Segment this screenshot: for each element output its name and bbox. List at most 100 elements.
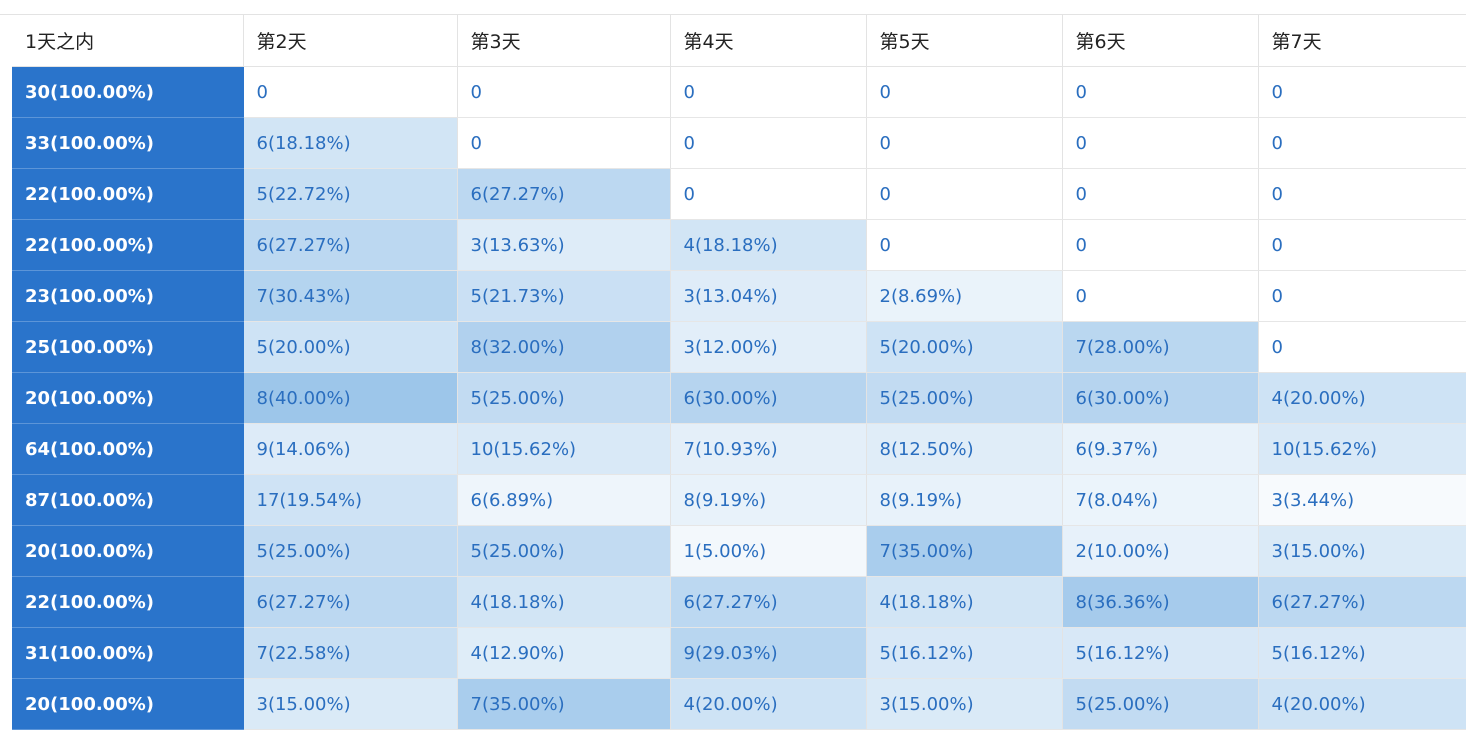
- retention-cell[interactable]: 0: [1258, 270, 1466, 322]
- cohort-total-cell[interactable]: 31(100.00%): [12, 627, 244, 679]
- retention-cell[interactable]: 0: [866, 168, 1063, 220]
- cohort-total-cell[interactable]: 30(100.00%): [12, 66, 244, 118]
- retention-cell[interactable]: 3(13.63%): [457, 219, 671, 271]
- retention-cell[interactable]: 0: [1258, 321, 1466, 373]
- column-header-day4[interactable]: 第4天: [670, 15, 867, 67]
- column-header-day7[interactable]: 第7天: [1258, 15, 1466, 67]
- retention-cell[interactable]: 17(19.54%): [243, 474, 458, 526]
- retention-cell[interactable]: 5(16.12%): [1062, 627, 1259, 679]
- retention-cell[interactable]: 3(13.04%): [670, 270, 867, 322]
- retention-cell[interactable]: 3(15.00%): [243, 678, 458, 730]
- retention-cell[interactable]: 5(25.00%): [457, 525, 671, 577]
- retention-cell[interactable]: 7(35.00%): [457, 678, 671, 730]
- retention-cell[interactable]: 2(10.00%): [1062, 525, 1259, 577]
- retention-cell[interactable]: 6(27.27%): [1258, 576, 1466, 628]
- retention-cell[interactable]: 0: [670, 117, 867, 169]
- retention-cell[interactable]: 6(27.27%): [243, 219, 458, 271]
- retention-cell[interactable]: 5(25.00%): [243, 525, 458, 577]
- retention-cell[interactable]: 0: [866, 66, 1063, 118]
- cohort-total-cell[interactable]: 20(100.00%): [12, 372, 244, 424]
- retention-cell[interactable]: 8(40.00%): [243, 372, 458, 424]
- retention-cell[interactable]: 4(18.18%): [866, 576, 1063, 628]
- retention-cell[interactable]: 0: [457, 66, 671, 118]
- retention-cell[interactable]: 0: [1258, 219, 1466, 271]
- table-row: 87(100.00%) 17(19.54%) 6(6.89%) 8(9.19%) 8(9…: [12, 474, 1466, 526]
- retention-cell[interactable]: 6(27.27%): [457, 168, 671, 220]
- retention-cell[interactable]: 8(32.00%): [457, 321, 671, 373]
- retention-cell[interactable]: 1(5.00%): [670, 525, 867, 577]
- retention-cell[interactable]: 5(16.12%): [866, 627, 1063, 679]
- cohort-total-cell[interactable]: 25(100.00%): [12, 321, 244, 373]
- retention-cell[interactable]: 6(27.27%): [670, 576, 867, 628]
- retention-cell[interactable]: 0: [1258, 117, 1466, 169]
- retention-cell[interactable]: 0: [866, 117, 1063, 169]
- retention-cell[interactable]: 0: [457, 117, 671, 169]
- retention-cell[interactable]: 8(36.36%): [1062, 576, 1259, 628]
- retention-cell[interactable]: 0: [1258, 66, 1466, 118]
- retention-cell[interactable]: 0: [1062, 270, 1259, 322]
- retention-cell[interactable]: 3(12.00%): [670, 321, 867, 373]
- retention-cell[interactable]: 2(8.69%): [866, 270, 1063, 322]
- column-header-day6[interactable]: 第6天: [1062, 15, 1259, 67]
- retention-cell[interactable]: 8(9.19%): [670, 474, 867, 526]
- column-header-day3[interactable]: 第3天: [457, 15, 671, 67]
- retention-cell[interactable]: 5(21.73%): [457, 270, 671, 322]
- retention-cell[interactable]: 6(30.00%): [1062, 372, 1259, 424]
- retention-cell[interactable]: 3(3.44%): [1258, 474, 1466, 526]
- cohort-total-cell[interactable]: 22(100.00%): [12, 219, 244, 271]
- retention-cell[interactable]: 0: [1062, 117, 1259, 169]
- retention-cell[interactable]: 9(29.03%): [670, 627, 867, 679]
- retention-cell[interactable]: 4(18.18%): [670, 219, 867, 271]
- retention-cell[interactable]: 4(12.90%): [457, 627, 671, 679]
- retention-cell[interactable]: 0: [1062, 219, 1259, 271]
- retention-cell[interactable]: 4(20.00%): [1258, 678, 1466, 730]
- retention-cell[interactable]: 10(15.62%): [457, 423, 671, 475]
- retention-cell[interactable]: 8(12.50%): [866, 423, 1063, 475]
- retention-cell[interactable]: 6(18.18%): [243, 117, 458, 169]
- retention-cell[interactable]: 8(9.19%): [866, 474, 1063, 526]
- retention-cell[interactable]: 0: [866, 219, 1063, 271]
- retention-cell[interactable]: 4(20.00%): [1258, 372, 1466, 424]
- cohort-total-cell[interactable]: 87(100.00%): [12, 474, 244, 526]
- cohort-total-cell[interactable]: 20(100.00%): [12, 678, 244, 730]
- cohort-total-cell[interactable]: 22(100.00%): [12, 576, 244, 628]
- cohort-total-cell[interactable]: 64(100.00%): [12, 423, 244, 475]
- retention-cell[interactable]: 0: [670, 66, 867, 118]
- retention-cell[interactable]: 10(15.62%): [1258, 423, 1466, 475]
- retention-cell[interactable]: 5(25.00%): [866, 372, 1063, 424]
- retention-cell[interactable]: 0: [1258, 168, 1466, 220]
- cohort-total-cell[interactable]: 22(100.00%): [12, 168, 244, 220]
- retention-cell[interactable]: 7(10.93%): [670, 423, 867, 475]
- column-header-day2[interactable]: 第2天: [243, 15, 458, 67]
- retention-cell[interactable]: 5(25.00%): [457, 372, 671, 424]
- retention-cell[interactable]: 4(20.00%): [670, 678, 867, 730]
- retention-cell[interactable]: 6(27.27%): [243, 576, 458, 628]
- retention-cell[interactable]: 5(20.00%): [866, 321, 1063, 373]
- table-row: 23(100.00%) 7(30.43%) 5(21.73%) 3(13.04%) 2(…: [12, 270, 1466, 322]
- retention-cell[interactable]: 5(20.00%): [243, 321, 458, 373]
- cohort-total-cell[interactable]: 20(100.00%): [12, 525, 244, 577]
- retention-cell[interactable]: 6(6.89%): [457, 474, 671, 526]
- retention-cell[interactable]: 6(30.00%): [670, 372, 867, 424]
- retention-cell[interactable]: 6(9.37%): [1062, 423, 1259, 475]
- retention-cell[interactable]: 5(22.72%): [243, 168, 458, 220]
- retention-cell[interactable]: 7(35.00%): [866, 525, 1063, 577]
- retention-cell[interactable]: 5(16.12%): [1258, 627, 1466, 679]
- retention-cell[interactable]: 7(22.58%): [243, 627, 458, 679]
- column-header-day5[interactable]: 第5天: [866, 15, 1063, 67]
- cohort-total-cell[interactable]: 23(100.00%): [12, 270, 244, 322]
- retention-cell[interactable]: 7(30.43%): [243, 270, 458, 322]
- retention-cell[interactable]: 9(14.06%): [243, 423, 458, 475]
- retention-cell[interactable]: 0: [670, 168, 867, 220]
- column-header-day1[interactable]: 1天之内: [12, 15, 244, 67]
- retention-cell[interactable]: 5(25.00%): [1062, 678, 1259, 730]
- cohort-total-cell[interactable]: 33(100.00%): [12, 117, 244, 169]
- retention-cell[interactable]: 3(15.00%): [866, 678, 1063, 730]
- retention-cell[interactable]: 3(15.00%): [1258, 525, 1466, 577]
- retention-cell[interactable]: 4(18.18%): [457, 576, 671, 628]
- retention-cell[interactable]: 7(8.04%): [1062, 474, 1259, 526]
- retention-cell[interactable]: 7(28.00%): [1062, 321, 1259, 373]
- retention-cell[interactable]: 0: [1062, 66, 1259, 118]
- retention-cell[interactable]: 0: [243, 66, 458, 118]
- retention-cell[interactable]: 0: [1062, 168, 1259, 220]
